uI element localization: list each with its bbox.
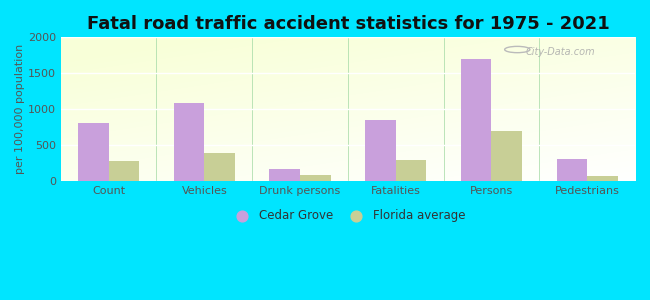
Bar: [396, 160, 426, 181]
Bar: [461, 59, 491, 181]
Bar: [556, 158, 587, 181]
Y-axis label: per 100,000 population: per 100,000 population: [15, 44, 25, 174]
Bar: [269, 169, 300, 181]
Bar: [300, 175, 331, 181]
Legend: Cedar Grove, Florida average: Cedar Grove, Florida average: [226, 204, 470, 226]
Bar: [365, 120, 396, 181]
Bar: [78, 123, 109, 181]
Bar: [491, 131, 522, 181]
Text: City-Data.com: City-Data.com: [526, 47, 595, 57]
Title: Fatal road traffic accident statistics for 1975 - 2021: Fatal road traffic accident statistics f…: [86, 15, 609, 33]
Bar: [587, 176, 618, 181]
Bar: [204, 153, 235, 181]
Bar: [174, 103, 204, 181]
Bar: [109, 161, 139, 181]
